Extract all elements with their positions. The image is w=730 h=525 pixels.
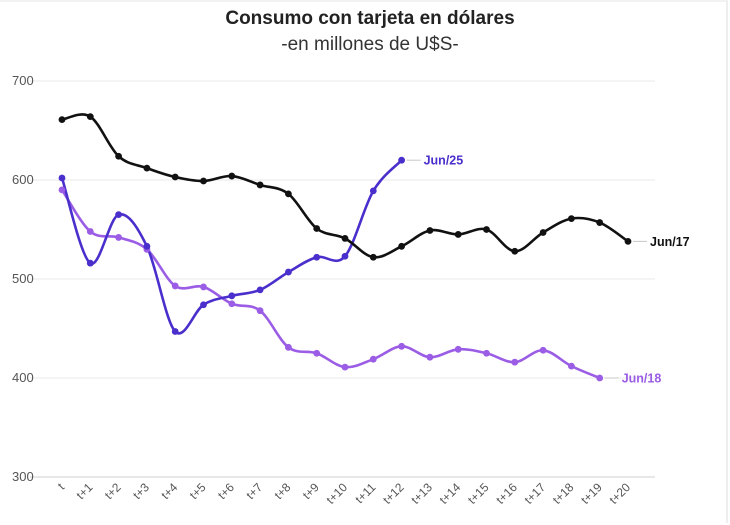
x-tick-label: t+7 (243, 480, 265, 502)
x-tick-label: t (55, 480, 68, 493)
x-tick-label: t+12 (380, 480, 407, 507)
y-tick-label: 500 (12, 271, 34, 286)
data-point (200, 177, 207, 185)
y-tick-label: 300 (12, 469, 34, 484)
data-point (228, 172, 236, 180)
x-tick-label: t+14 (437, 480, 464, 507)
x-tick-label: t+2 (102, 480, 124, 502)
data-point (228, 292, 236, 300)
series-points (58, 113, 632, 382)
x-tick-label: t+18 (550, 480, 577, 507)
data-point (285, 343, 292, 351)
data-point (624, 237, 632, 245)
data-point (454, 345, 462, 353)
data-point (285, 190, 292, 198)
data-point (58, 186, 66, 194)
grid-lines (30, 80, 655, 478)
data-point (539, 229, 547, 236)
data-point (86, 259, 94, 267)
x-tick-label: t+11 (352, 480, 378, 506)
data-point (596, 219, 604, 226)
data-point (341, 363, 349, 371)
x-tick-label: t+8 (272, 480, 294, 502)
data-point (313, 225, 321, 232)
x-tick-label: t+13 (408, 480, 435, 507)
x-tick-label: t+20 (606, 480, 633, 507)
data-point (171, 282, 179, 290)
data-point (143, 164, 151, 172)
data-point (143, 242, 151, 250)
x-axis: t t+1 t+2 t+3 t+4 t+5 t+6 t+7 t+8 t+9 t+10 t+11 t+12… (55, 480, 633, 507)
data-point (511, 247, 519, 255)
x-tick-label: t+5 (187, 480, 209, 502)
series-line (60, 158, 403, 335)
x-tick-label: t+10 (323, 480, 350, 507)
x-tick-label: t+16 (493, 480, 520, 507)
data-point (86, 228, 94, 235)
data-point (200, 283, 207, 291)
data-point (256, 286, 264, 294)
data-point (115, 234, 122, 241)
y-axis: 300 400 500 600 700 (12, 73, 34, 484)
data-point (285, 268, 292, 276)
data-point (369, 187, 377, 195)
data-point (341, 252, 349, 260)
data-point (58, 116, 66, 124)
x-tick-label: t+6 (215, 480, 237, 502)
series-label: Jun/18 (622, 372, 662, 386)
data-point (454, 231, 462, 238)
data-point (256, 307, 264, 315)
x-tick-label: t+1 (73, 480, 95, 502)
data-point (426, 227, 434, 234)
series-label: Jun/25 (424, 154, 464, 168)
x-tick-label: t+17 (522, 480, 549, 507)
data-point (369, 355, 377, 363)
series-line (60, 188, 601, 380)
x-tick-label: t+15 (465, 480, 492, 507)
chart-subtitle: -en millones de U$S- (281, 34, 459, 55)
data-point (398, 242, 405, 250)
data-point (398, 342, 405, 350)
data-point (568, 215, 575, 223)
data-point (256, 181, 264, 189)
data-point (398, 156, 405, 164)
data-point (341, 235, 349, 242)
data-point (483, 349, 490, 357)
chart-title: Consumo con tarjeta en dólares (225, 8, 515, 29)
data-point (86, 113, 94, 121)
series-end-labels: Jun/18 Jun/25 Jun/17 (406, 154, 690, 386)
x-tick-label: t+4 (158, 480, 180, 502)
data-point (58, 174, 66, 182)
data-point (200, 301, 207, 309)
x-tick-label: t+3 (130, 480, 152, 502)
y-tick-label: 400 (12, 370, 34, 385)
data-point (115, 211, 122, 219)
y-tick-label: 600 (12, 172, 34, 187)
series-label: Jun/17 (650, 235, 690, 249)
data-point (483, 226, 490, 233)
data-point (539, 346, 547, 354)
data-point (369, 253, 377, 261)
data-point (568, 362, 575, 370)
data-point (115, 152, 122, 160)
data-point (228, 300, 236, 308)
data-point (426, 353, 434, 361)
data-point (511, 358, 519, 366)
x-tick-label: t+9 (300, 480, 322, 502)
data-point (313, 349, 321, 357)
y-tick-label: 700 (12, 73, 34, 88)
data-point (313, 253, 321, 261)
data-point (596, 374, 604, 382)
x-tick-label: t+19 (578, 480, 605, 507)
data-point (171, 328, 179, 335)
data-point (171, 173, 179, 181)
